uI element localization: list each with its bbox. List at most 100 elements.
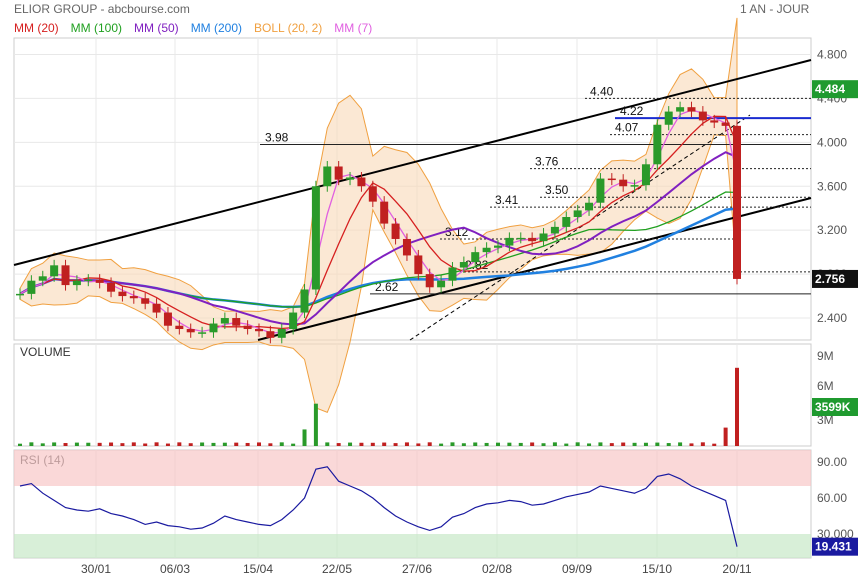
volume-bar	[439, 443, 444, 446]
candle-body	[619, 179, 628, 187]
candle-body	[107, 282, 116, 292]
candle-body	[539, 233, 548, 242]
legend-entry: MM (7)	[334, 21, 373, 35]
candle-body	[676, 107, 685, 112]
volume-bar	[325, 442, 330, 446]
candle-body	[175, 325, 184, 330]
y-tick-label: 3.600	[817, 179, 847, 193]
price-level-label: 3.76	[535, 155, 559, 169]
volume-bar	[63, 443, 68, 446]
candle-body	[505, 237, 514, 246]
volume-bar	[313, 403, 318, 446]
volume-bar	[461, 443, 466, 446]
volume-bar	[109, 442, 114, 446]
volume-bar	[74, 442, 79, 446]
rsi-last-badge	[812, 537, 858, 556]
price-level-label: 4.07	[615, 121, 639, 135]
legend-entry: MM (20)	[14, 21, 59, 35]
candle-body	[50, 265, 59, 277]
candle-body	[163, 312, 172, 326]
candle-body	[482, 247, 491, 253]
x-tick-label: 02/08	[482, 562, 512, 576]
volume-bar	[245, 442, 250, 446]
volume-bar	[427, 442, 432, 446]
candle-body	[391, 223, 400, 239]
volume-bar	[200, 442, 205, 446]
volume-bar	[712, 443, 717, 446]
legend-entry: BOLL (20, 2)	[254, 21, 323, 35]
candle-body	[209, 323, 218, 333]
candle-body	[323, 166, 332, 187]
candle-body	[186, 329, 195, 333]
volume-bar	[257, 442, 261, 446]
volume-bar	[131, 442, 136, 446]
trend-line-upper	[13, 59, 812, 266]
volume-bar	[279, 442, 284, 446]
x-tick-label: 22/05	[322, 562, 352, 576]
candle-body	[346, 177, 355, 180]
legend-entry: MM (50)	[134, 21, 179, 35]
volume-bar	[689, 443, 694, 446]
chart-title: ELIOR GROUP - abcbourse.com	[14, 2, 190, 16]
volume-bar	[348, 442, 353, 446]
candle-body	[61, 265, 70, 286]
volume-bar	[40, 443, 45, 446]
volume-bar	[291, 443, 296, 446]
candle-body	[733, 125, 741, 279]
volume-bar	[222, 442, 227, 446]
candle-body	[653, 124, 662, 165]
volume-last-badge	[812, 398, 858, 416]
volume-bar	[473, 442, 478, 446]
rsi-line	[19, 466, 738, 547]
candle-body	[334, 166, 343, 180]
candle-body	[459, 262, 468, 268]
candle-body	[641, 164, 650, 186]
x-tick-label: 09/09	[562, 562, 592, 576]
x-tick-label: 06/03	[160, 562, 190, 576]
volume-bar	[143, 443, 148, 446]
volume-bar	[177, 442, 182, 446]
candle-body	[232, 318, 241, 326]
volume-bar	[598, 442, 603, 446]
candle-body	[573, 210, 582, 218]
volume-bar	[530, 442, 535, 446]
candle-body	[311, 186, 320, 290]
price-level-label: 3.50	[545, 183, 569, 197]
rsi-last-label: 19.431	[815, 540, 852, 554]
candle-body	[550, 226, 559, 234]
last-price-badge	[812, 80, 858, 99]
last-price-label: 4.484	[815, 82, 845, 96]
volume-bar	[700, 442, 705, 446]
volume-bar	[336, 443, 341, 446]
y-tick-label: 4.800	[817, 47, 847, 61]
rsi-y-tick: 90.00	[817, 455, 847, 469]
candle-body	[494, 245, 502, 248]
close-price-badge	[812, 269, 858, 288]
volume-bar	[541, 443, 546, 446]
y-tick-label: 2.400	[817, 311, 847, 325]
volume-bar	[655, 442, 660, 446]
volume-bar	[404, 442, 409, 446]
candle-body	[141, 298, 150, 304]
volume-bar	[552, 442, 557, 446]
candle-body	[721, 122, 730, 126]
candle-body	[243, 325, 252, 330]
volume-bar	[234, 442, 239, 446]
volume-bar	[18, 443, 22, 446]
x-tick-label: 20/11	[722, 562, 751, 576]
trend-line-dashed	[409, 114, 751, 341]
panel-frame	[13, 37, 812, 341]
volume-bar	[416, 443, 421, 446]
trend-line-lower	[257, 197, 812, 341]
volume-bar	[609, 443, 614, 446]
volume-bar	[97, 442, 102, 446]
candle-body	[596, 178, 605, 203]
candle-body	[300, 289, 309, 313]
volume-title: VOLUME	[20, 345, 71, 359]
volume-bar	[587, 443, 592, 446]
candle-body	[129, 296, 138, 299]
volume-bar	[678, 442, 683, 446]
candle-body	[471, 252, 480, 263]
rsi-overbought-zone	[14, 450, 811, 486]
volume-bar	[575, 442, 580, 446]
